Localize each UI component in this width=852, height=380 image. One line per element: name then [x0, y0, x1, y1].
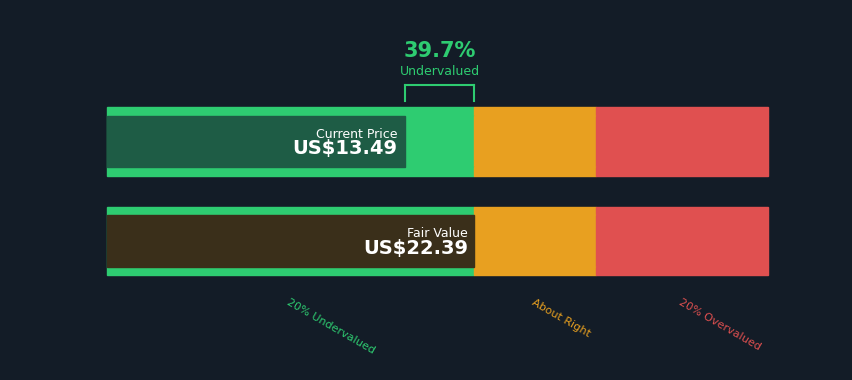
Bar	[473, 116, 595, 167]
Text: Undervalued: Undervalued	[399, 65, 479, 78]
Bar	[595, 107, 767, 116]
Bar	[473, 215, 595, 266]
Bar	[595, 167, 767, 176]
Bar	[106, 215, 473, 266]
Bar	[473, 167, 595, 176]
Bar	[595, 116, 767, 167]
Text: 20% Undervalued: 20% Undervalued	[285, 297, 376, 356]
Text: US$13.49: US$13.49	[292, 139, 397, 158]
Bar	[106, 116, 473, 167]
Bar	[106, 266, 473, 275]
Bar	[595, 266, 767, 275]
Bar	[106, 207, 473, 215]
Text: Fair Value: Fair Value	[407, 227, 468, 240]
Text: Current Price: Current Price	[315, 128, 397, 141]
Text: 20% Overvalued: 20% Overvalued	[676, 297, 762, 352]
Bar	[473, 107, 595, 116]
Text: 39.7%: 39.7%	[403, 41, 475, 62]
Bar	[106, 107, 473, 116]
Bar	[595, 215, 767, 266]
Bar	[106, 116, 405, 167]
Text: About Right: About Right	[529, 297, 591, 339]
Bar	[595, 207, 767, 215]
Bar	[473, 207, 595, 215]
Bar	[106, 215, 473, 266]
Text: US$22.39: US$22.39	[363, 239, 468, 258]
Bar	[473, 266, 595, 275]
Bar	[106, 167, 473, 176]
